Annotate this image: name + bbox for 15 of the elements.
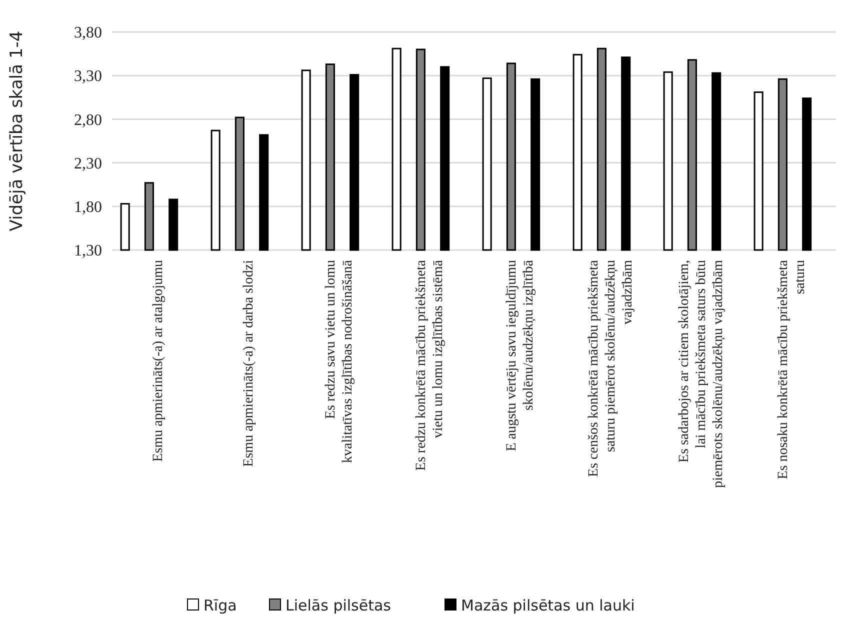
x-tick-label: Esmu apmierināts(-a) ar atalgojumu (151, 260, 166, 462)
x-tick-label: Esmu apmierināts(-a) ar darba slodzi (242, 260, 257, 467)
y-tick-label: 1,30 (74, 242, 102, 260)
y-tick-label: 3,80 (74, 24, 102, 42)
y-tick-label: 2,30 (74, 155, 102, 172)
y-tick-label: 3,30 (74, 68, 102, 86)
x-tick-label: Es redzu savu vietu un lomu kvalitatīvas izglītības nodrošināšanā (324, 259, 356, 463)
y-axis-title: Vidējā vērtība skalā 1-4 (7, 30, 27, 232)
y-tick-label: 1,80 (74, 199, 102, 216)
y-tick-label: 2,80 (74, 112, 102, 129)
x-tick-label: Es cenšos konkrētā mācību priekšmeta saturu piemērot skolēnu/audzēkņu vajadzībām (586, 259, 636, 477)
x-tick-label: Es nosaku konkrētā mācību priekšmeta saturu (776, 259, 808, 480)
legend-label: Rīga (204, 596, 237, 614)
legend-label: Lielās pilsētas (286, 596, 392, 614)
legend-label: Mazās pilsētas un lauki (461, 596, 635, 614)
